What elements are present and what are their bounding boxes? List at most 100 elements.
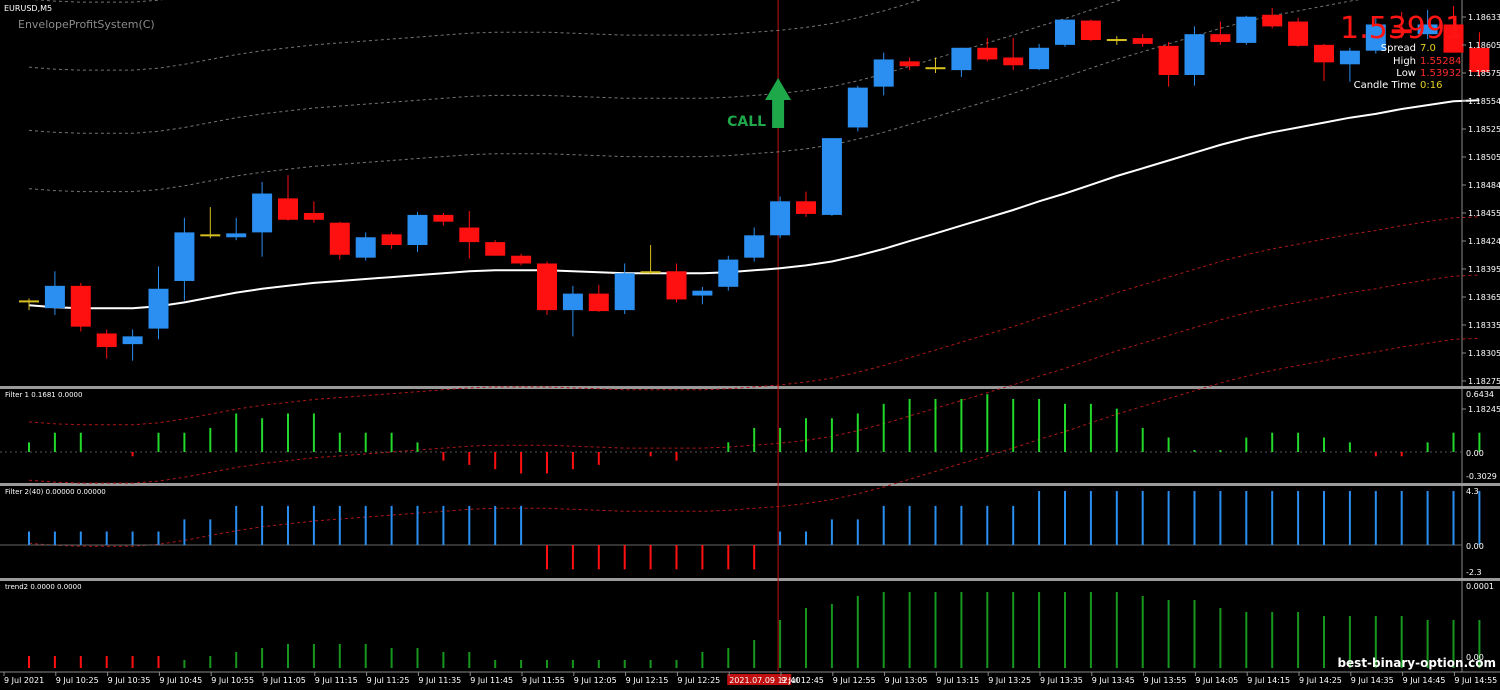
candle[interactable] <box>485 240 506 256</box>
candle[interactable] <box>873 52 894 96</box>
candle[interactable] <box>977 38 998 62</box>
time-axis-label: 9 Jul 10:45 <box>159 676 202 685</box>
candle[interactable] <box>1339 47 1360 82</box>
time-axis-label: 9 Jul 12:15 <box>626 676 669 685</box>
candle[interactable] <box>1288 17 1309 47</box>
candle[interactable] <box>537 261 557 315</box>
candle[interactable] <box>1158 41 1179 87</box>
candle-body <box>951 47 972 71</box>
candle-body <box>1262 14 1283 27</box>
candle-body <box>148 288 169 329</box>
candle-body <box>770 201 791 236</box>
time-axis-label: 9 Jul 13:05 <box>885 676 928 685</box>
candle[interactable] <box>821 138 842 216</box>
candle[interactable] <box>1262 7 1283 29</box>
candle-body <box>718 259 739 287</box>
candle[interactable] <box>96 329 117 359</box>
price-axis-label: 1.18554 <box>1468 97 1500 106</box>
lower-envelope-band <box>28 216 1480 426</box>
candle[interactable] <box>226 217 247 241</box>
candle[interactable] <box>433 212 454 226</box>
candle[interactable] <box>1080 19 1101 41</box>
candle[interactable] <box>1003 38 1024 71</box>
candle[interactable] <box>278 175 298 221</box>
candle[interactable] <box>355 232 376 261</box>
candle[interactable] <box>951 47 972 77</box>
candle[interactable] <box>70 282 91 332</box>
time-axis-label: 9 Jul 11:35 <box>418 676 461 685</box>
pane-separator[interactable] <box>0 386 1500 389</box>
symbol-title: EURUSD,M5 <box>4 4 52 13</box>
candle-time-value: 0:16 <box>1420 80 1442 91</box>
candle[interactable] <box>1184 26 1205 86</box>
candle[interactable] <box>1365 18 1386 54</box>
candle-body <box>692 290 713 296</box>
candle[interactable] <box>666 263 687 303</box>
lower-envelope-band <box>28 337 1480 547</box>
candle[interactable] <box>562 285 583 337</box>
filter2-axis-label: -2.3 <box>1466 568 1482 577</box>
spread-value: 7.0 <box>1420 43 1436 54</box>
current-price: 1.53991 <box>1340 11 1464 46</box>
candle[interactable] <box>718 255 739 291</box>
candle[interactable] <box>1132 34 1153 47</box>
call-arrow-up-icon <box>765 78 792 128</box>
time-axis-label: 9 Jul 14:05 <box>1195 676 1238 685</box>
candle[interactable] <box>1314 43 1334 81</box>
candle-body <box>847 87 868 128</box>
high-value: 1.55284 <box>1420 56 1461 67</box>
time-axis-label: 9 Jul 10:35 <box>108 676 151 685</box>
trend2-axis-label: 0.0001 <box>1466 582 1494 591</box>
candle[interactable] <box>1029 43 1050 71</box>
candle[interactable] <box>459 211 480 259</box>
candle[interactable] <box>588 284 609 313</box>
candle[interactable] <box>19 298 39 311</box>
candle[interactable] <box>925 57 946 74</box>
candle[interactable] <box>614 263 635 315</box>
filter1-axis-label: 0.6434 <box>1466 390 1494 399</box>
candle[interactable] <box>1106 36 1127 45</box>
candle[interactable] <box>847 85 868 132</box>
candle[interactable] <box>1443 6 1464 53</box>
candle-body <box>278 198 298 220</box>
candle[interactable] <box>329 221 350 260</box>
candle[interactable] <box>44 271 65 315</box>
price-axis-label: 1.18484 <box>1468 181 1500 190</box>
candle[interactable] <box>303 201 324 223</box>
candle-body <box>44 285 65 309</box>
candle[interactable] <box>744 227 765 262</box>
candle[interactable] <box>122 329 143 361</box>
candle[interactable] <box>407 211 428 252</box>
candle[interactable] <box>148 266 169 340</box>
candle[interactable] <box>1055 19 1075 47</box>
candle[interactable] <box>1210 21 1231 45</box>
pane-separator[interactable] <box>0 578 1500 581</box>
time-axis-label: 9 Jul 13:15 <box>936 676 979 685</box>
candle-body <box>977 47 998 60</box>
high-label: High <box>1393 56 1416 67</box>
candle[interactable] <box>640 245 661 275</box>
pane-separator[interactable] <box>0 483 1500 486</box>
indicator-name: EnvelopeProfitSystem(C) <box>18 18 155 31</box>
candle[interactable] <box>1469 32 1490 77</box>
candle[interactable] <box>796 191 816 217</box>
time-axis-label: 9 Jul 14:55 <box>1454 676 1497 685</box>
candle[interactable] <box>899 57 920 71</box>
candle[interactable] <box>174 217 195 301</box>
candle[interactable] <box>252 181 273 257</box>
candle[interactable] <box>1417 9 1438 40</box>
time-cursor-highlight <box>727 674 792 685</box>
candle[interactable] <box>511 253 532 266</box>
candle[interactable] <box>1391 11 1412 39</box>
candle[interactable] <box>381 232 402 249</box>
candle[interactable] <box>1236 15 1257 45</box>
candle[interactable] <box>692 286 713 305</box>
time-axis-label: 9 Jul 10:55 <box>211 676 254 685</box>
candle-body <box>1365 24 1386 51</box>
price-axis-label: 1.18575 <box>1468 69 1500 78</box>
candle[interactable] <box>770 196 791 239</box>
candle[interactable] <box>200 207 221 239</box>
filter2-axis-label: 4.3 <box>1466 487 1479 496</box>
